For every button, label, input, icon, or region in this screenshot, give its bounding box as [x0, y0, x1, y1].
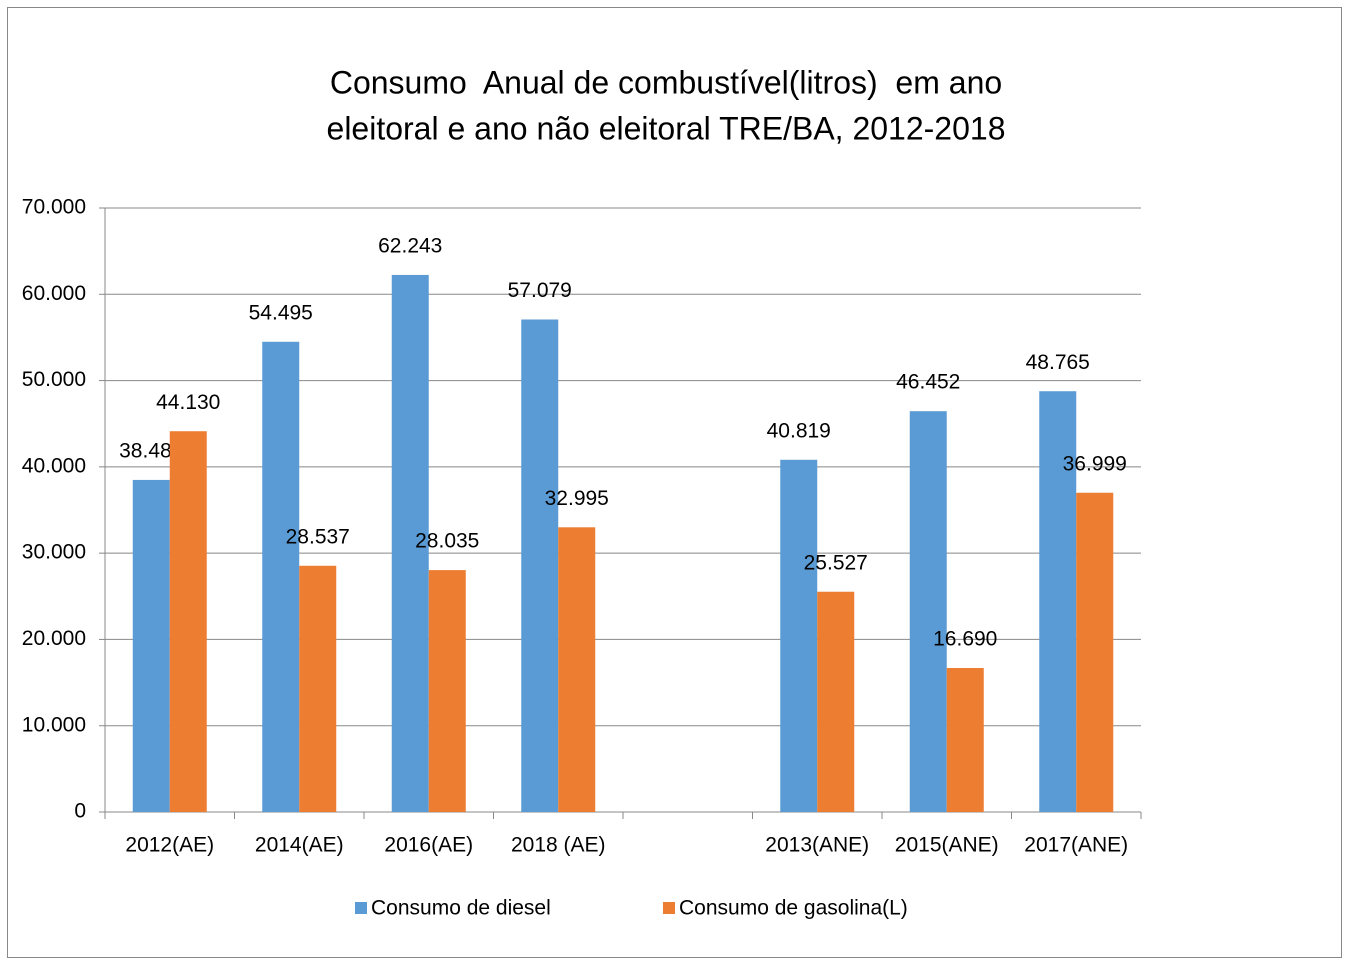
- bar: [817, 591, 855, 812]
- bar: [1076, 492, 1114, 812]
- value-label: 28.035: [415, 530, 479, 553]
- y-tick-label: 40.000: [22, 454, 86, 477]
- legend-swatch: [355, 902, 367, 914]
- value-label: 25.527: [804, 551, 868, 574]
- bar: [428, 570, 466, 812]
- value-label: 62.243: [378, 234, 442, 257]
- legend-swatch: [663, 902, 675, 914]
- value-label: 28.537: [286, 525, 350, 548]
- x-tick-label: 2016(AE): [384, 834, 473, 857]
- chart-title: Consumo Anual de combustível(litros) em …: [330, 64, 1002, 100]
- y-tick-label: 70.000: [22, 196, 86, 219]
- legend-label: Consumo de gasolina(L): [679, 897, 908, 920]
- bar: [780, 459, 818, 812]
- x-tick-label: 2012(AE): [125, 834, 214, 857]
- x-tick-label: 2018 (AE): [511, 834, 606, 857]
- value-label: 54.495: [249, 301, 313, 324]
- bar: [521, 319, 559, 812]
- x-tick-label: 2014(AE): [255, 834, 344, 857]
- bar: [299, 565, 337, 812]
- value-label: 36.999: [1063, 452, 1127, 475]
- value-label: 32.995: [545, 487, 609, 510]
- y-tick-label: 60.000: [22, 282, 86, 305]
- x-tick-label: 2017(ANE): [1024, 834, 1128, 857]
- bar: [391, 274, 429, 812]
- bar: [262, 341, 300, 812]
- bar: [909, 411, 947, 812]
- bar: [132, 479, 170, 812]
- bar: [946, 667, 984, 812]
- value-label: 44.130: [156, 391, 220, 414]
- value-label: 57.079: [508, 279, 572, 302]
- value-label: 46.452: [896, 371, 960, 394]
- value-label: 40.819: [767, 419, 831, 442]
- y-tick-label: 0: [74, 800, 86, 823]
- value-label: 38.486: [119, 439, 183, 462]
- chart-title: eleitoral e ano não eleitoral TRE/BA, 20…: [327, 110, 1006, 146]
- bar: [169, 431, 207, 812]
- y-tick-label: 10.000: [22, 713, 86, 736]
- y-tick-label: 20.000: [22, 627, 86, 650]
- y-tick-label: 30.000: [22, 541, 86, 564]
- value-label: 48.765: [1026, 351, 1090, 374]
- y-tick-label: 50.000: [22, 368, 86, 391]
- value-label: 16.690: [933, 628, 997, 651]
- bar: [1039, 391, 1077, 812]
- x-tick-label: 2013(ANE): [765, 834, 869, 857]
- chart-border: [7, 7, 1342, 958]
- bar: [558, 527, 596, 812]
- legend-label: Consumo de diesel: [371, 897, 551, 920]
- x-tick-label: 2015(ANE): [895, 834, 999, 857]
